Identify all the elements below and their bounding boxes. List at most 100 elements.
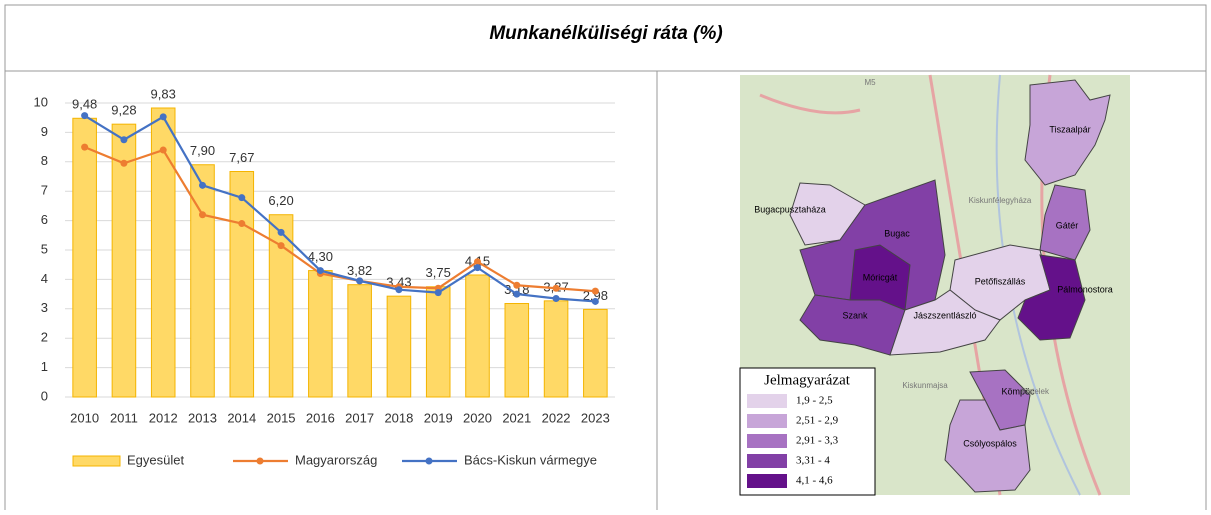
marker: [120, 159, 128, 167]
data-label: 6,20: [268, 193, 293, 208]
y-tick-label: 2: [41, 330, 48, 345]
bar: [190, 164, 215, 398]
x-tick-label: 2016: [306, 410, 335, 425]
legend-swatch: [256, 457, 264, 465]
marker: [591, 297, 599, 305]
marker: [552, 295, 560, 303]
bar: [268, 214, 294, 398]
region: [1024, 79, 1111, 186]
legend-swatch: [425, 457, 433, 465]
marker: [159, 146, 167, 154]
data-label: 9,83: [151, 86, 176, 101]
x-tick-label: 2013: [188, 410, 217, 425]
marker: [356, 277, 364, 285]
data-label: 9,28: [111, 103, 136, 118]
map-legend-title: Jelmagyarázat: [764, 372, 851, 388]
bar: [465, 274, 490, 398]
y-tick-label: 3: [41, 300, 48, 315]
y-tick-label: 9: [41, 124, 48, 139]
y-tick-label: 10: [34, 94, 48, 109]
map-legend-label: 2,91 - 3,3: [796, 435, 839, 447]
y-tick-label: 6: [41, 212, 48, 227]
place-label: Csólyospálos: [963, 438, 1017, 448]
region: [944, 399, 1031, 493]
chart-title: Munkanélküliségi ráta (%): [489, 23, 722, 44]
marker: [277, 242, 285, 250]
bar: [72, 117, 97, 398]
x-tick-label: 2020: [463, 410, 492, 425]
bar: [111, 123, 137, 398]
x-tick-label: 2018: [384, 410, 413, 425]
place-label: Kömpöc: [1001, 386, 1035, 396]
marker: [591, 287, 599, 295]
x-tick-label: 2010: [70, 410, 99, 425]
bar: [543, 300, 569, 398]
map-legend-swatch: [747, 474, 787, 488]
map-background-label: Kistelek: [1021, 387, 1050, 396]
marker: [513, 281, 521, 289]
y-tick-label: 0: [41, 388, 48, 403]
marker: [434, 289, 442, 297]
map-legend-box: [739, 367, 876, 496]
place-label: Pálmonostora: [1057, 284, 1113, 294]
y-tick-label: 5: [41, 241, 48, 256]
legend-swatch: [72, 455, 121, 467]
region: [1017, 254, 1086, 341]
place-label: Bugac: [884, 228, 910, 238]
x-tick-label: 2021: [502, 410, 531, 425]
data-label: 7,67: [229, 150, 254, 165]
marker: [513, 290, 521, 298]
line: [84, 114, 596, 303]
place-label: Petőfiszállás: [975, 276, 1026, 286]
y-tick-label: 1: [41, 359, 48, 374]
map-legend-swatch: [747, 414, 787, 428]
place-label: Gátér: [1056, 220, 1079, 230]
x-tick-label: 2011: [110, 410, 138, 425]
map-legend-swatch: [747, 434, 787, 448]
map-legend-label: 2,51 - 2,9: [796, 415, 839, 427]
y-tick-label: 8: [41, 153, 48, 168]
marker: [395, 286, 403, 294]
legend-label: Egyesület: [127, 452, 184, 467]
bar: [583, 308, 608, 398]
y-tick-label: 4: [41, 271, 48, 286]
legend-label: Bács-Kiskun vármegye: [464, 452, 597, 467]
map-legend-label: 3,31 - 4: [796, 455, 830, 467]
map-legend-swatch: [747, 454, 787, 468]
data-label: 4,30: [308, 249, 333, 264]
marker: [81, 143, 89, 151]
marker: [474, 258, 481, 266]
x-tick-label: 2012: [149, 410, 178, 425]
frame: [4, 4, 1207, 515]
bar: [386, 295, 412, 398]
marker: [238, 220, 246, 228]
map-background-label: Kiskunfélegyháza: [969, 196, 1032, 205]
x-tick-label: 2014: [227, 410, 256, 425]
map-legend-swatch: [747, 394, 787, 408]
place-label: Szank: [842, 310, 868, 320]
data-label: 9,48: [72, 97, 97, 112]
marker: [316, 267, 324, 275]
map-legend-label: 4,1 - 4,6: [796, 475, 833, 487]
map-background-label: Kiskunmajsa: [902, 381, 948, 390]
place-label: Bugacpusztaháza: [754, 204, 826, 214]
marker: [120, 136, 128, 144]
marker: [474, 264, 481, 272]
bar: [347, 284, 372, 398]
x-tick-label: 2017: [345, 410, 374, 425]
bar: [150, 107, 176, 398]
bar: [308, 270, 333, 398]
legend-label: Magyarország: [295, 452, 377, 467]
x-tick-label: 2022: [542, 410, 571, 425]
place-label: Tiszaalpár: [1049, 124, 1090, 134]
map-background-label: M5: [864, 78, 876, 87]
map: Tiszaalpár Bugacpusztaháza Bugac Móricgát Pe…: [739, 74, 1130, 496]
marker: [199, 181, 206, 189]
x-tick-label: 2023: [581, 410, 610, 425]
marker: [277, 228, 285, 236]
bar: [504, 303, 530, 398]
marker: [81, 112, 89, 120]
data-label: 3,75: [426, 265, 451, 280]
